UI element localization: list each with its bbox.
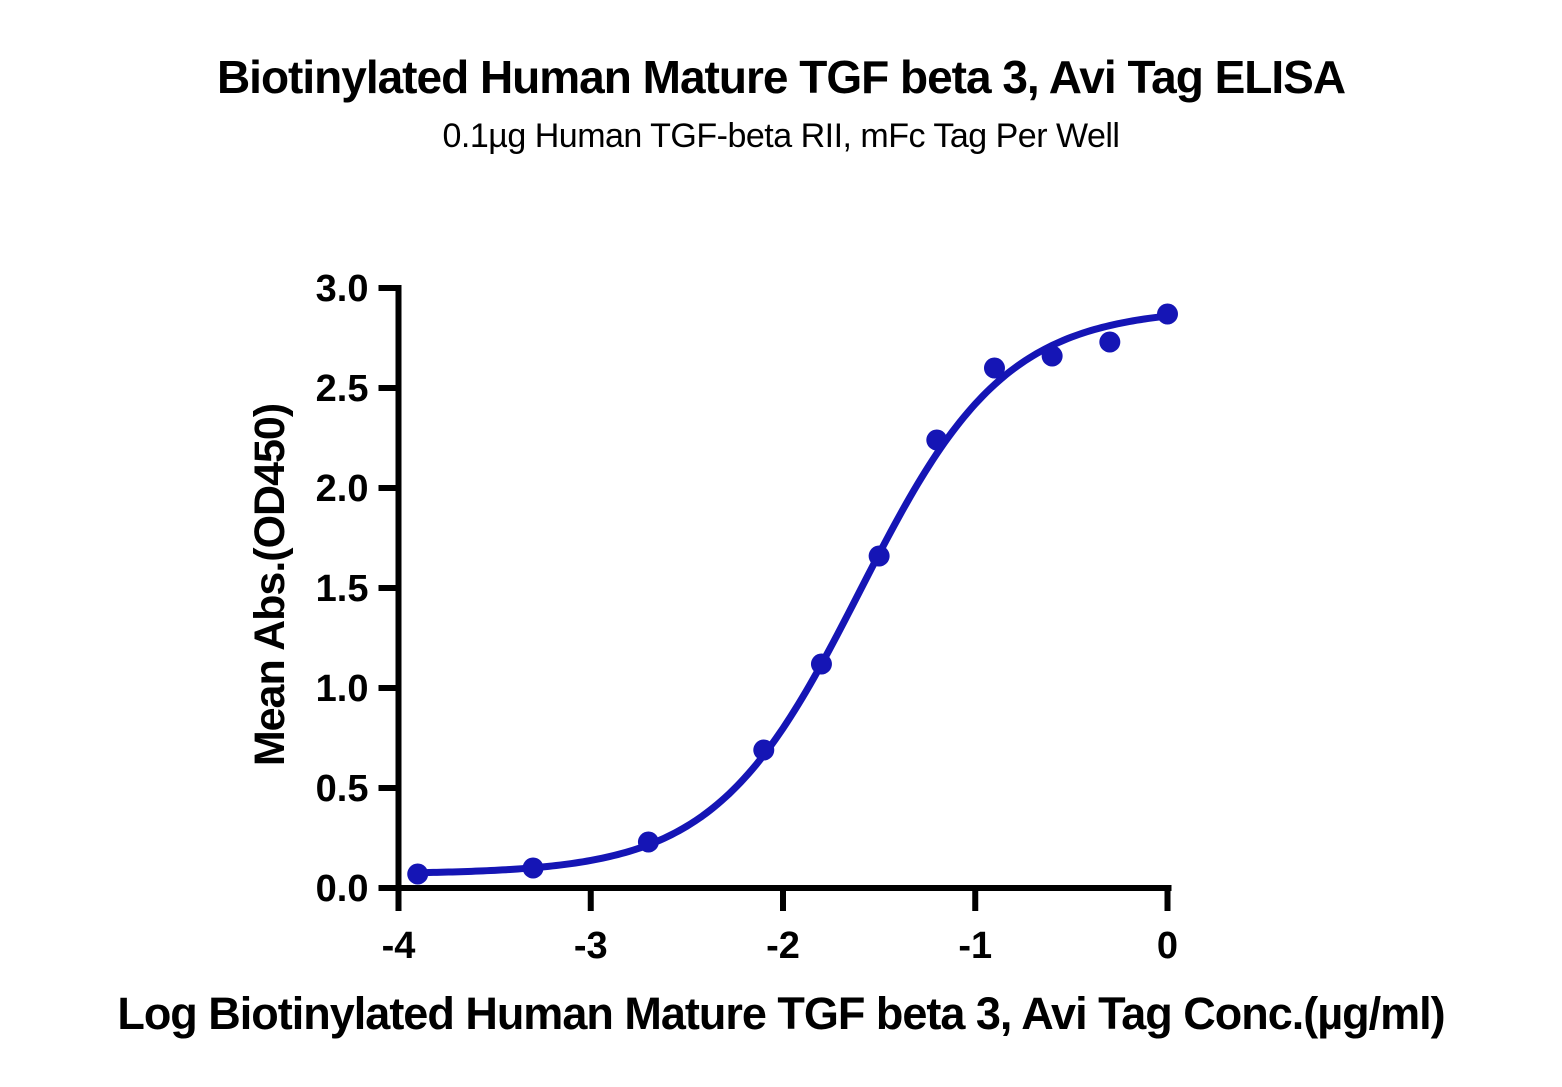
data-point — [983, 357, 1005, 379]
data-point — [1041, 345, 1063, 367]
chart-title: Biotinylated Human Mature TGF beta 3, Av… — [216, 51, 1346, 103]
data-point — [868, 545, 890, 567]
y-tick-label: 1.0 — [316, 668, 369, 710]
x-tick-label: -1 — [958, 925, 992, 967]
data-point — [522, 857, 544, 879]
y-tick-label: 3.0 — [316, 268, 369, 310]
data-point — [810, 653, 832, 675]
data-point — [753, 739, 775, 761]
data-point — [1157, 303, 1178, 325]
y-tick-label: 2.5 — [316, 368, 369, 410]
chart-subtitle: 0.1µg Human TGF-beta RII, mFc Tag Per We… — [442, 117, 1120, 155]
y-tick-label: 0.0 — [316, 868, 369, 910]
x-tick-label: -3 — [574, 925, 608, 967]
x-tick-label: -2 — [766, 925, 800, 967]
x-axis-title: Log Biotinylated Human Mature TGF beta 3… — [117, 988, 1445, 1039]
data-point — [926, 429, 948, 451]
data-point — [1099, 331, 1121, 353]
y-tick-label: 0.5 — [316, 768, 369, 810]
x-tick-label: -4 — [382, 925, 416, 967]
data-point — [407, 863, 429, 885]
y-tick-label: 1.5 — [316, 568, 369, 610]
data-point — [637, 831, 659, 853]
y-tick-label: 2.0 — [316, 468, 369, 510]
x-tick-label: 0 — [1157, 925, 1178, 967]
fit-curve — [414, 312, 1171, 877]
